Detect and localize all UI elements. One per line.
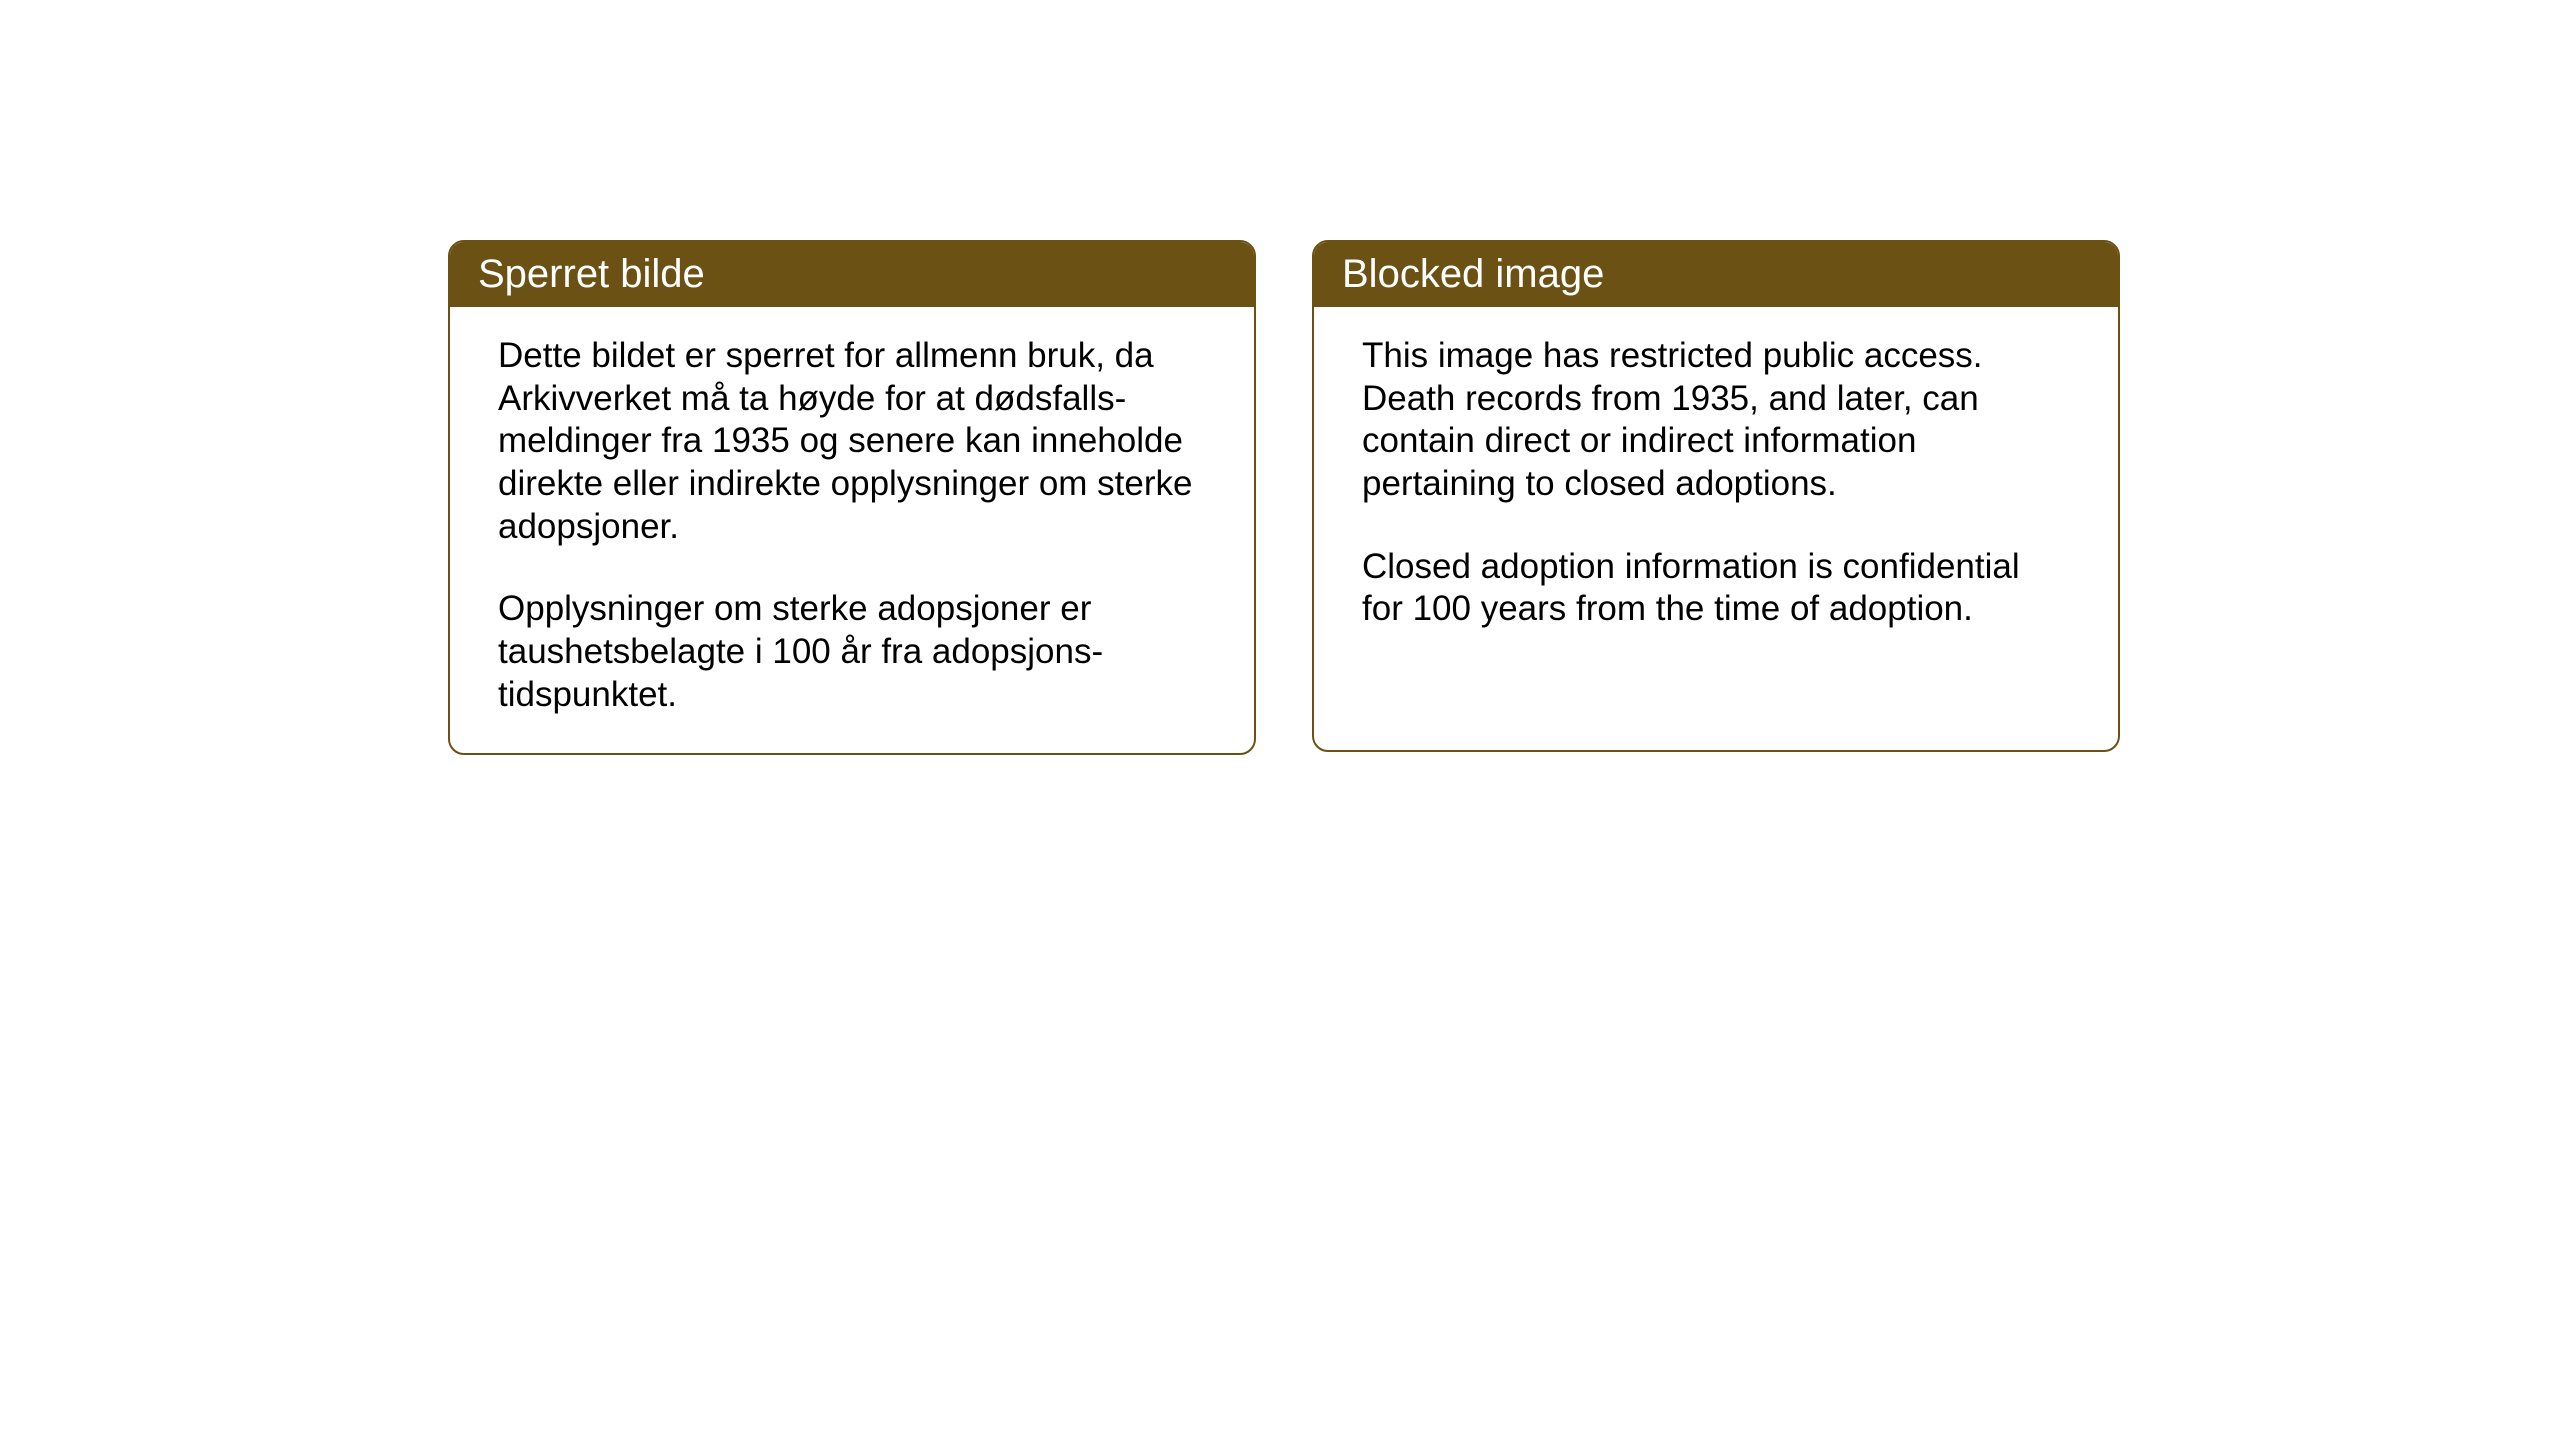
card-paragraph-1-english: This image has restricted public access.… [1362, 335, 2070, 506]
card-body-norwegian: Dette bildet er sperret for allmenn bruk… [450, 307, 1254, 753]
card-title-norwegian: Sperret bilde [478, 252, 705, 296]
card-norwegian: Sperret bilde Dette bildet er sperret fo… [448, 240, 1256, 755]
card-english: Blocked image This image has restricted … [1312, 240, 2120, 752]
card-header-norwegian: Sperret bilde [450, 242, 1254, 307]
card-header-english: Blocked image [1314, 242, 2118, 307]
card-body-english: This image has restricted public access.… [1314, 307, 2118, 667]
card-paragraph-2-norwegian: Opplysninger om sterke adopsjoner er tau… [498, 588, 1206, 716]
card-paragraph-1-norwegian: Dette bildet er sperret for allmenn bruk… [498, 335, 1206, 548]
card-paragraph-2-english: Closed adoption information is confident… [1362, 546, 2070, 631]
card-title-english: Blocked image [1342, 252, 1604, 296]
cards-container: Sperret bilde Dette bildet er sperret fo… [448, 240, 2120, 755]
